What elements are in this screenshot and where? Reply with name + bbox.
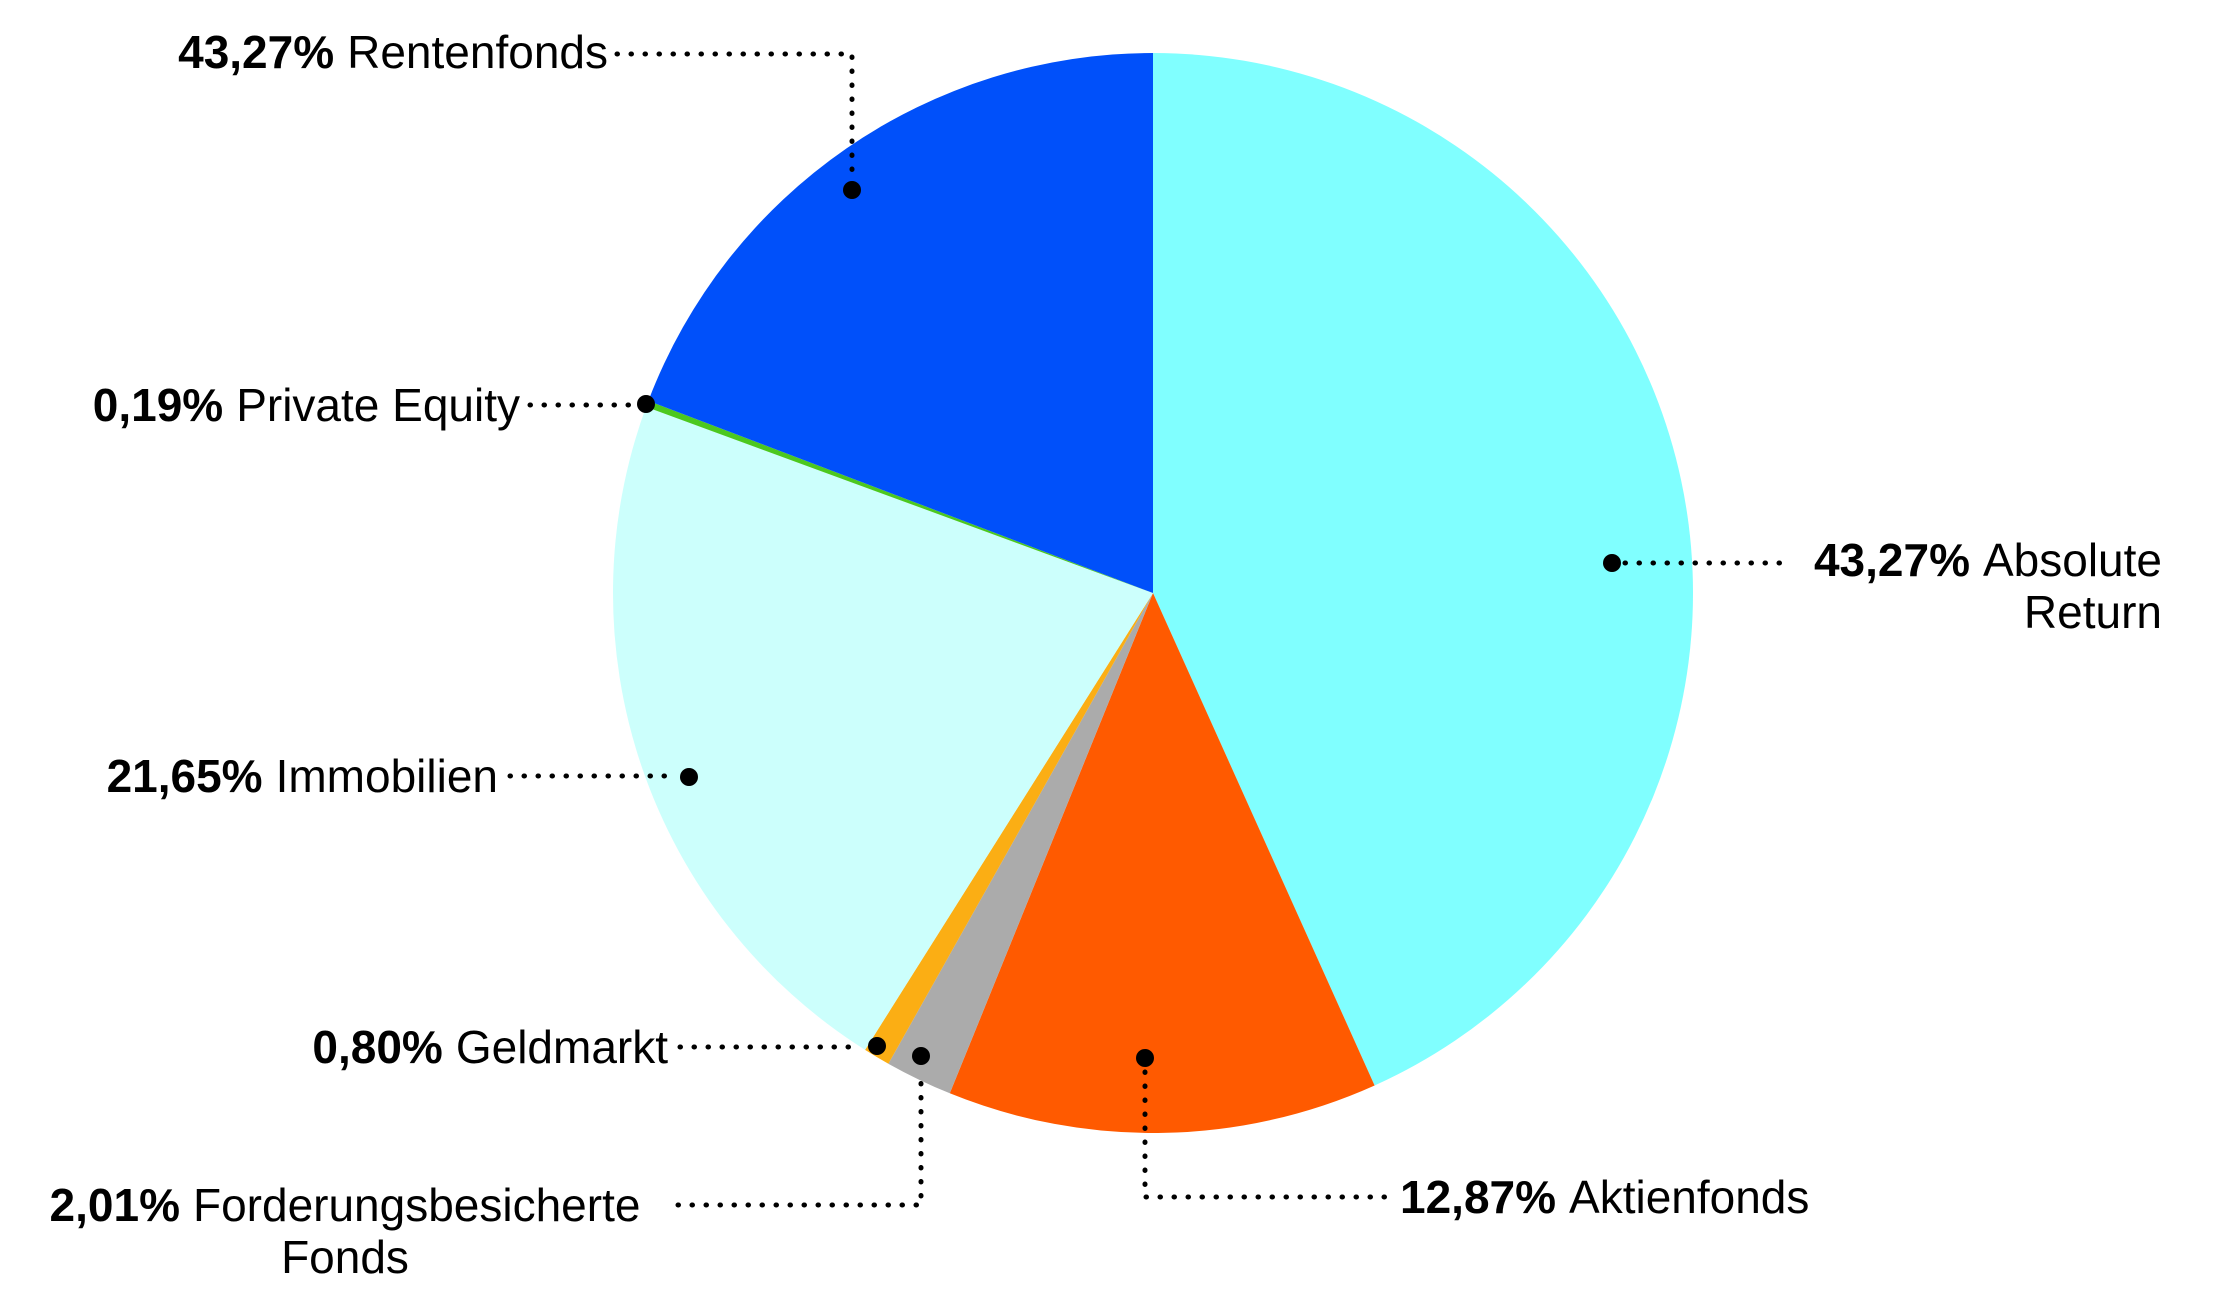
label-absolute-return: 43,27% Absolute Return (1800, 534, 2162, 638)
slice-name-absolute-return: Absolute Return (1982, 534, 2162, 638)
leader-forderungsbesicherte (675, 1067, 924, 1208)
slice-pct-absolute-return: 43,27% (1813, 534, 1970, 586)
slice-name-private-equity: Private Equity (236, 379, 520, 431)
pie-slice-geldmarkt (865, 593, 1153, 1064)
slice-pct-forderungsbesicherte: 2,01% (49, 1179, 180, 1231)
pie-slice-absolute-return (1153, 53, 1694, 1086)
slice-pct-immobilien: 21,65% (106, 750, 263, 802)
marker-dot-geldmarkt (868, 1037, 886, 1055)
slice-name-rentenfonds: Rentenfonds (347, 26, 608, 78)
label-forderungsbesicherte-fonds: 2,01% Forderungsbesicherte Fonds (25, 1179, 665, 1283)
slice-pct-private-equity: 0,19% (92, 379, 224, 431)
slice-pct-aktienfonds: 12,87% (1400, 1171, 1557, 1223)
leader-rentenfonds (614, 51, 855, 179)
marker-dot-forderungsbesicherte (912, 1047, 930, 1065)
marker-dot-private-equity (637, 395, 655, 413)
slice-name-geldmarkt: Geldmarkt (455, 1021, 668, 1073)
slice-name-forderungsbesicherte: Forderungsbesicherte Fonds (192, 1179, 641, 1283)
pie-slice-aktienfonds (949, 593, 1375, 1134)
slice-name-aktienfonds: Aktienfonds (1569, 1171, 1810, 1223)
slice-name-immobilien: Immobilien (275, 750, 498, 802)
pie-slice-private-equity (646, 400, 1153, 593)
pie-slice-immobilien (612, 406, 1153, 1050)
label-private-equity: 0,19% Private Equity (93, 379, 520, 431)
label-rentenfonds: 43,27% Rentenfonds (178, 26, 608, 78)
slice-pct-rentenfonds: 43,27% (178, 26, 335, 78)
marker-dot-immobilien (680, 768, 698, 786)
leader-aktienfonds (1142, 1069, 1388, 1200)
slice-pct-geldmarkt: 0,80% (312, 1021, 443, 1073)
callout-leader-lines (507, 51, 1796, 1208)
pie-slice-forderungsbesicherte-fonds (888, 593, 1153, 1094)
label-geldmarkt: 0,80% Geldmarkt (312, 1021, 668, 1073)
marker-dot-absolute-return (1603, 554, 1621, 572)
label-immobilien: 21,65% Immobilien (107, 750, 498, 802)
label-aktienfonds: 12,87% Aktienfonds (1400, 1171, 1809, 1223)
marker-dot-aktienfonds (1136, 1049, 1154, 1067)
marker-dot-rentenfonds (843, 181, 861, 199)
pie-slices (612, 53, 1694, 1134)
pie-slice-rentenfonds (648, 53, 1153, 593)
